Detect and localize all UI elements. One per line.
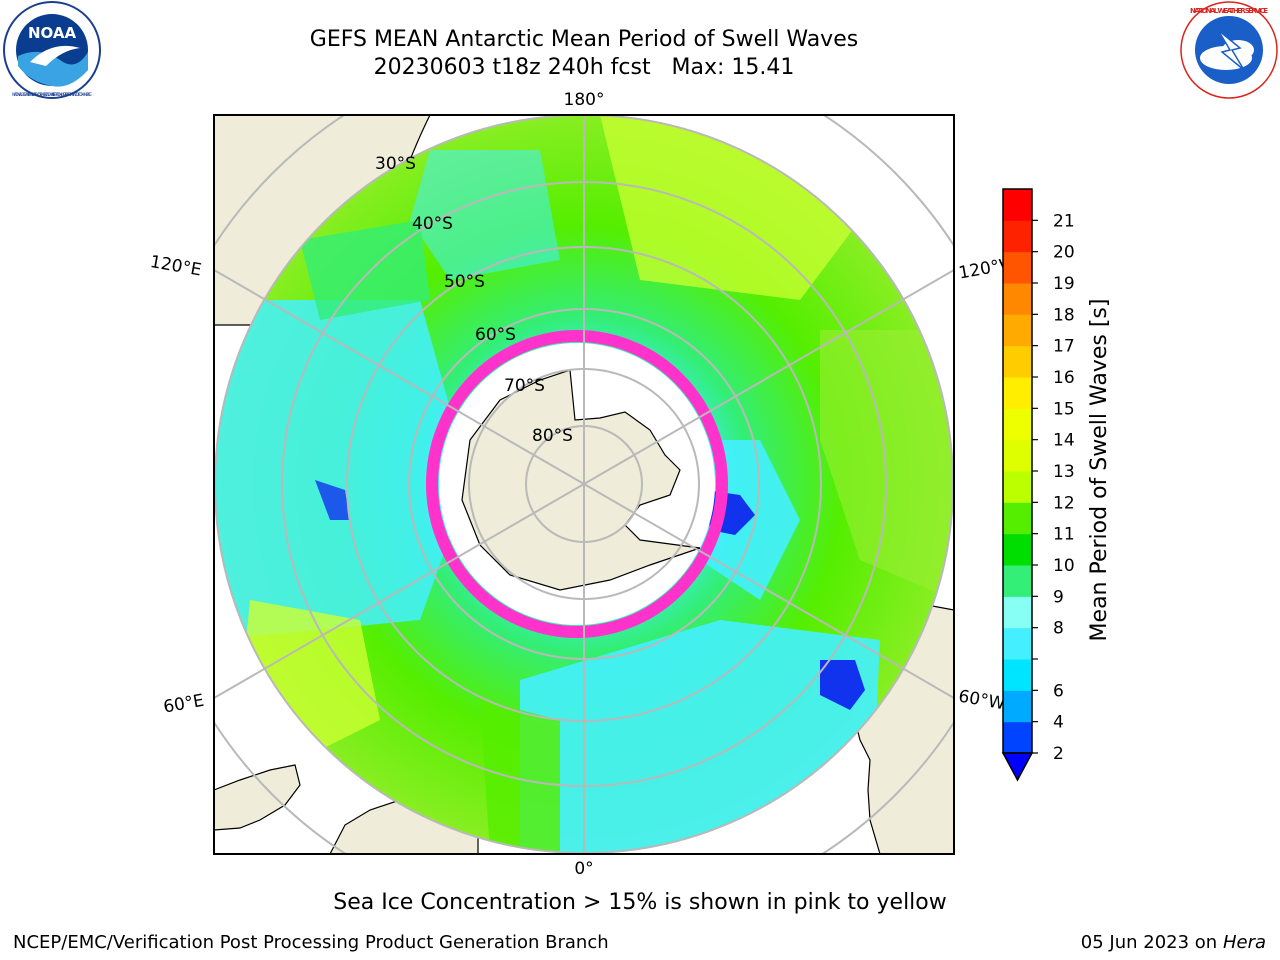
lat-label-50: 50°S [444, 272, 485, 292]
colorbar-segment [1003, 345, 1032, 378]
colorbar-segment [1003, 251, 1032, 284]
colorbar-segment [1003, 314, 1032, 347]
antarctica-land [461, 369, 701, 591]
colorbar-segment [1003, 189, 1032, 221]
colorbar-segment [1003, 220, 1032, 253]
colorbar-tick-label: 10 [1053, 556, 1075, 576]
colorbar-tick-label: 12 [1053, 493, 1075, 513]
lon-label-upper-left: 120°E [149, 252, 203, 281]
colorbar-label: Mean Period of Swell Waves [s] [1087, 299, 1112, 642]
colorbar-segment [1003, 439, 1032, 472]
map-frame [213, 114, 955, 855]
colorbar-tick-label: 6 [1053, 681, 1064, 701]
colorbar-tick-label: 21 [1053, 211, 1075, 231]
lon-label-top: 180° [564, 90, 605, 110]
footer-date: 05 Jun 2023 on Hera [1081, 932, 1266, 953]
sea-ice-edge [426, 330, 728, 638]
colorbar-tick-label: 18 [1053, 305, 1075, 325]
nws-logo-ring-text: NATIONAL WEATHER SERVICE [1190, 7, 1268, 15]
lat-label-80: 80°S [532, 426, 573, 446]
colorbar-tick-label: 9 [1053, 587, 1064, 607]
colorbar-segment [1003, 533, 1032, 566]
chart-subtitle: 20230603 t18z 240h fcst Max: 15.41 [373, 55, 795, 80]
lon-label-lower-right: 60°W [957, 686, 1007, 714]
colorbar-tick-label: 20 [1053, 243, 1075, 263]
chart-title: GEFS MEAN Antarctic Mean Period of Swell… [309, 27, 859, 52]
colorbar-tick-label: 17 [1053, 337, 1075, 357]
noaa-logo: NOAA NATIONAL OCEANIC AND ATMOSPHERIC AD… [3, 1, 101, 99]
colorbar-tick-label: 2 [1053, 744, 1064, 764]
colorbar-segment [1003, 408, 1032, 441]
meridian-lines [214, 115, 954, 854]
footer-date-text: 05 Jun 2023 on [1080, 932, 1218, 953]
lon-label-bottom: 0° [574, 859, 593, 879]
sea-ice-caption: Sea Ice Concentration > 15% is shown in … [333, 890, 947, 915]
lat-label-30: 30°S [375, 154, 416, 174]
lat-label-70: 70°S [504, 376, 545, 396]
colorbar-segment [1003, 471, 1032, 503]
colorbar-segment [1003, 283, 1032, 315]
colorbar-segment [1003, 596, 1032, 629]
footer-credit: NCEP/EMC/Verification Post Processing Pr… [13, 932, 609, 953]
colorbar-tick-label: 11 [1053, 525, 1075, 545]
colorbar-segment [1003, 659, 1032, 691]
colorbar-segment [1003, 502, 1032, 535]
colorbar-segment [1003, 377, 1032, 409]
colorbar: 2 4 6 8 9 10 11 12 13 14 15 16 17 18 19 20 21 [1001, 188, 1075, 782]
noaa-logo-text: NOAA [28, 24, 77, 42]
colorbar-tick-label: 14 [1053, 431, 1075, 451]
colorbar-segment [1003, 565, 1032, 597]
colorbar-segment [1003, 721, 1032, 754]
colorbar-tick-label: 16 [1053, 368, 1075, 388]
colorbar-under-arrow [1001, 752, 1034, 782]
colorbar-tick-label: 19 [1053, 274, 1075, 294]
colorbar-tick-label: 8 [1053, 619, 1064, 639]
lat-label-40: 40°S [412, 214, 453, 234]
lon-label-lower-left: 60°E [162, 691, 206, 718]
colorbar-segment [1003, 627, 1032, 660]
footer-host: Hera [1222, 932, 1266, 953]
colorbar-segment [1003, 690, 1032, 723]
lat-label-60: 60°S [475, 325, 516, 345]
map-area: 30°S 40°S 50°S 60°S 70°S 80°S [214, 115, 954, 854]
colorbar-tick-label: 4 [1053, 713, 1064, 733]
colorbar-tick-label: 15 [1053, 399, 1075, 419]
noaa-logo-ring-text: NATIONAL OCEANIC AND ATMOSPHERIC ADMINIS… [12, 92, 92, 98]
colorbar-tick-label: 13 [1053, 462, 1075, 482]
madagascar-land [214, 764, 301, 831]
nws-logo: NATIONAL WEATHER SERVICE [1180, 1, 1278, 99]
